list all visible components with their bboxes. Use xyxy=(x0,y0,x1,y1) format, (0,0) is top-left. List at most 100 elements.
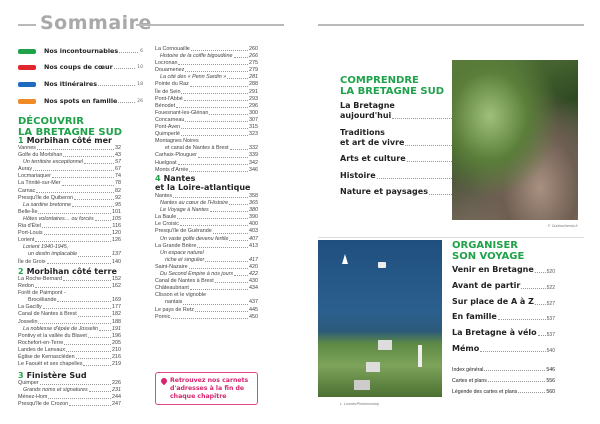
chapter-heading: 1 Morbihan côté mer xyxy=(18,136,112,145)
legend-color-bar xyxy=(18,64,36,70)
page-number: 390 xyxy=(249,214,258,221)
toc-entry: Un espace naturel xyxy=(155,250,258,257)
entry-title: Arts et culture xyxy=(340,154,406,163)
toc-entry: Pont-l'Abbé 293 xyxy=(155,96,258,103)
leader-dots xyxy=(189,83,248,87)
leader-dots xyxy=(57,298,111,303)
toc-entry: Ria d'Étel 116 xyxy=(18,223,121,230)
leader-dots xyxy=(43,231,111,236)
page-number: 527 xyxy=(546,300,555,307)
leader-dots xyxy=(71,203,114,207)
entry-title: Port-Louis xyxy=(18,230,43,237)
leader-dots xyxy=(428,191,456,195)
chapter-heading: 3 Finistère Sud xyxy=(18,371,87,380)
leader-dots xyxy=(234,272,248,277)
leader-dots xyxy=(69,402,111,407)
leader-dots xyxy=(83,362,111,367)
leader-dots xyxy=(233,54,248,59)
toc-entry: Bénodet 296 xyxy=(155,103,258,110)
toc-list-cornouaille: La Cornouaille 260 Histoire de la coiffe b… xyxy=(155,46,258,174)
leader-dots xyxy=(36,189,114,193)
chapter-title-line-2: et la Loire-atlantique xyxy=(155,182,251,192)
leader-dots xyxy=(197,154,248,158)
entry-title: nantais xyxy=(165,299,183,306)
leader-dots xyxy=(177,161,248,165)
toc-entry: Un vaste golfe devenu fertile 407 xyxy=(155,236,258,243)
entry-title: Du Second Empire à nos jours xyxy=(160,271,234,278)
toc-entry: Quimper 226 xyxy=(18,380,121,387)
leader-dots xyxy=(179,222,248,227)
page-number: 10 xyxy=(137,64,143,70)
chapter-title: Morbihan côté terre xyxy=(26,267,117,276)
toc-entry: Presqu'île de Crozon 247 xyxy=(18,401,121,408)
entry-title: La cité des « Penn Sardin » xyxy=(160,74,227,81)
page-number: 188 xyxy=(112,318,121,325)
leader-dots xyxy=(78,253,111,257)
leader-dots xyxy=(66,348,111,353)
page-number: 182 xyxy=(112,311,121,318)
toc-entry: Venir en Bretagne 520 xyxy=(452,265,555,275)
entry-title: Histoire de la coiffe bigoudène xyxy=(160,53,233,60)
page-number: 6 xyxy=(140,48,143,54)
entry-title: Douarnenez xyxy=(155,67,185,74)
toc-entry: La Grande Brière 413 xyxy=(155,243,258,250)
entry-title: Locronan xyxy=(155,60,178,67)
leader-dots xyxy=(77,313,111,317)
leader-dots xyxy=(94,217,111,222)
leader-dots xyxy=(189,168,248,172)
entry-title: Le Voyage à Nantes xyxy=(160,207,209,214)
photo-forest-rocks xyxy=(452,60,578,220)
leader-dots xyxy=(171,315,248,319)
entry-title: Le Croisic xyxy=(155,221,179,228)
leader-dots xyxy=(33,167,114,172)
page-number: 339 xyxy=(249,152,258,159)
toc-entry: Port-Louis 120 xyxy=(18,230,121,237)
entry-title: Pornic xyxy=(155,313,171,320)
chapter-title: Morbihan côté mer xyxy=(26,136,113,145)
entry-title: un destin implacable xyxy=(28,251,78,258)
leader-dots xyxy=(177,215,248,220)
toc-entry-row: Avant de partir 522 xyxy=(452,281,555,291)
page-number: 537 xyxy=(546,332,555,339)
toc-entry: Presqu'île de Guérande 403 xyxy=(155,228,258,235)
legend-item: Nos incontournables 6 xyxy=(18,47,143,55)
right-top-rule xyxy=(318,24,584,26)
lighthouse xyxy=(418,345,422,367)
page-number: 281 xyxy=(249,74,258,81)
toc-entry: Un territoire exceptionnel 57 xyxy=(18,159,121,166)
divider xyxy=(318,237,584,238)
entry-title: En famille xyxy=(452,312,497,322)
page-number: 537 xyxy=(546,316,555,323)
leader-dots xyxy=(229,237,248,241)
entry-title: Huelgoat xyxy=(155,159,177,166)
page-number: 296 xyxy=(249,102,258,109)
page-number: 445 xyxy=(249,306,258,313)
toc-entry: Pointe du Raz 288 xyxy=(155,81,258,88)
entry-title: Pont-Aven xyxy=(155,124,181,131)
toc-entry: Le Voyage à Nantes 380 xyxy=(155,207,258,214)
index-entry: Index général 546 xyxy=(452,362,555,373)
page-number: 332 xyxy=(249,145,258,152)
leader-dots xyxy=(118,99,136,103)
toc-entry: Brocéliande 169 xyxy=(18,297,121,304)
legend-label: Nos itinéraires xyxy=(44,80,98,88)
toc-entry: La Trinité-sur-Mer 78 xyxy=(18,180,121,187)
legend-label: Nos coups de cœur xyxy=(44,63,113,71)
entry-title: riche et singulier xyxy=(165,256,205,263)
toc-entry-row: et art de vivre465 xyxy=(340,138,465,148)
page-number: 291 xyxy=(249,88,258,95)
page-number: 260 xyxy=(249,46,258,52)
page-number: 26 xyxy=(137,98,143,104)
entry-title: Index général xyxy=(452,367,484,373)
legend-color-bar xyxy=(18,48,36,54)
chapter-title: Finistère Sud xyxy=(26,371,87,380)
leader-dots xyxy=(185,68,248,73)
page-number: 288 xyxy=(249,81,258,88)
entry-title: Pontivy et la vallée du Blavet xyxy=(18,332,87,339)
toc-entry: Histoire de la coiffe bigoudène 266 xyxy=(155,53,258,60)
page-number: 226 xyxy=(112,380,121,386)
page-number: 275 xyxy=(249,60,258,67)
page-number: 520 xyxy=(546,269,555,275)
leader-dots xyxy=(205,258,248,262)
entry-title: Canal de Nantes à Brest xyxy=(18,311,77,318)
